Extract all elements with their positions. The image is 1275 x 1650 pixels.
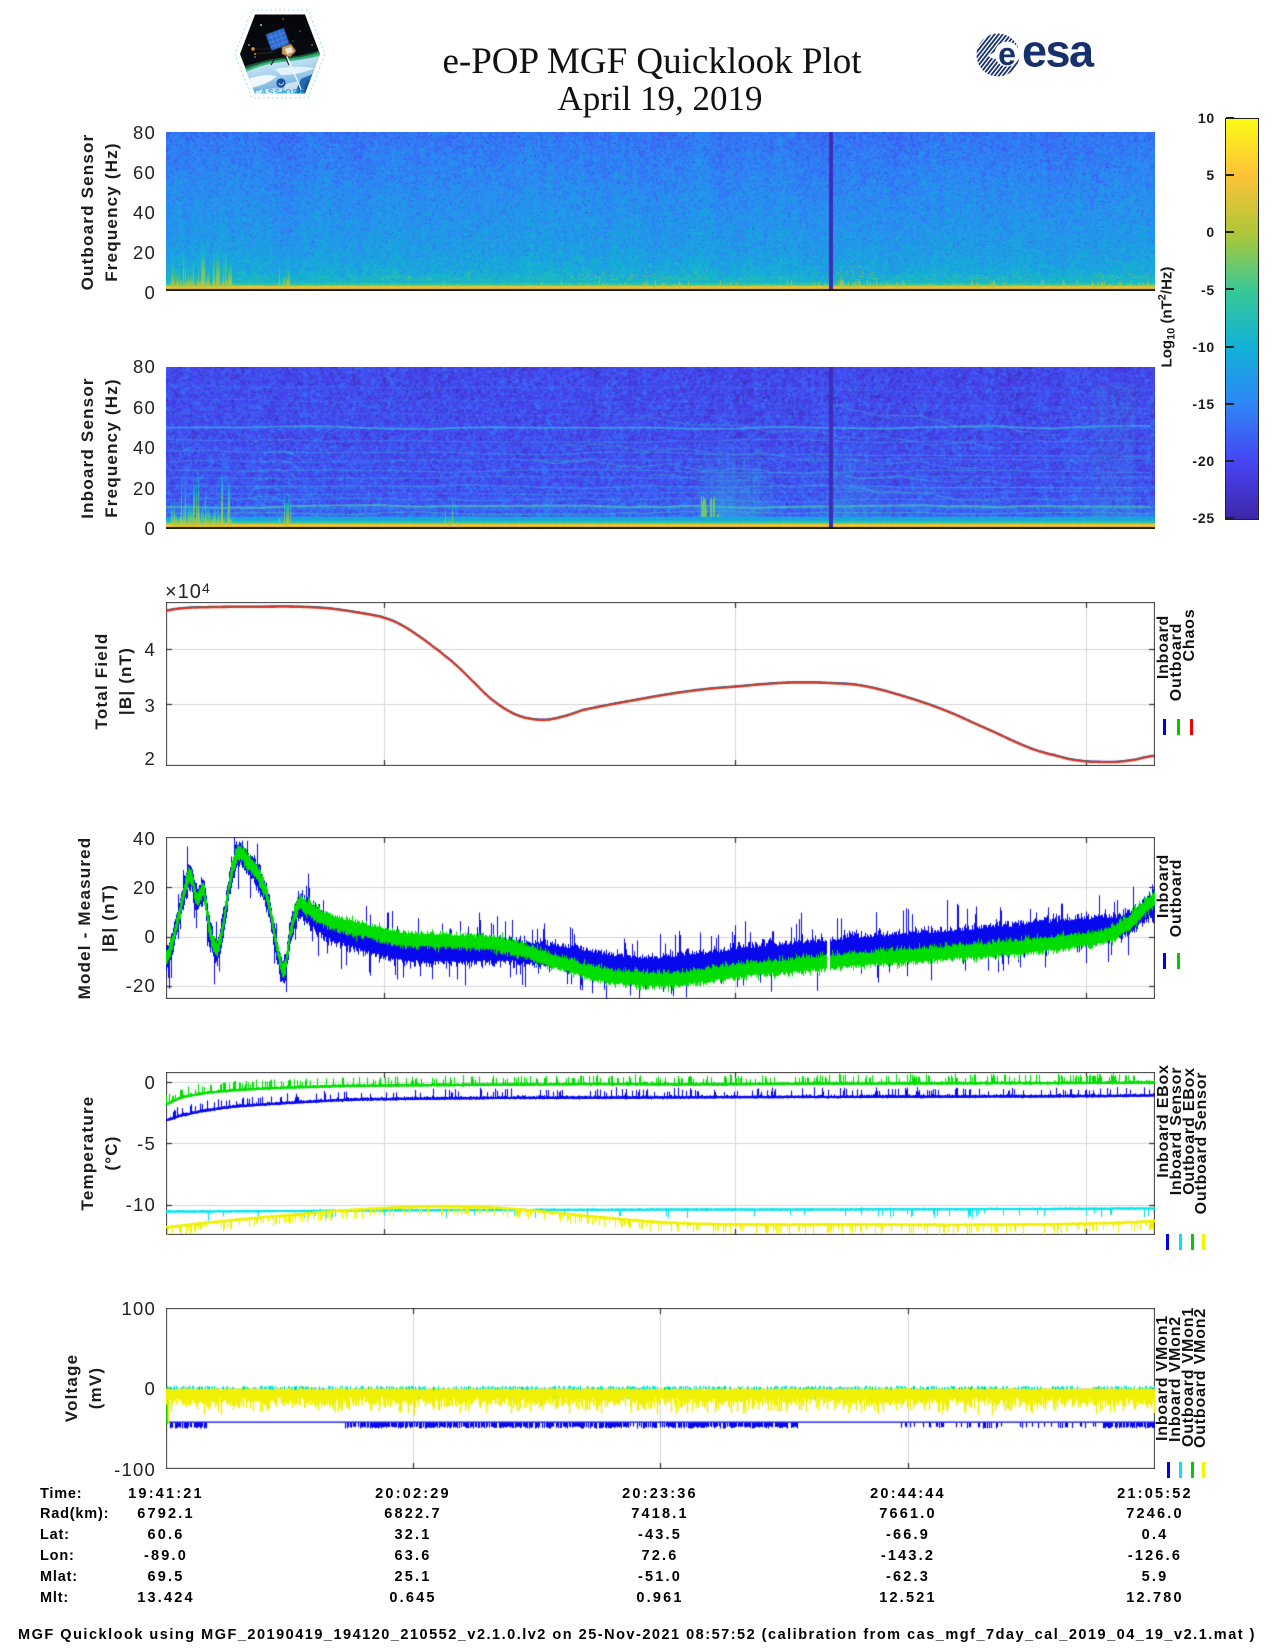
svg-text:esa: esa [1022, 28, 1095, 77]
svg-text:CASSIOPE: CASSIOPE [254, 88, 307, 97]
svg-text:e: e [998, 36, 1016, 72]
